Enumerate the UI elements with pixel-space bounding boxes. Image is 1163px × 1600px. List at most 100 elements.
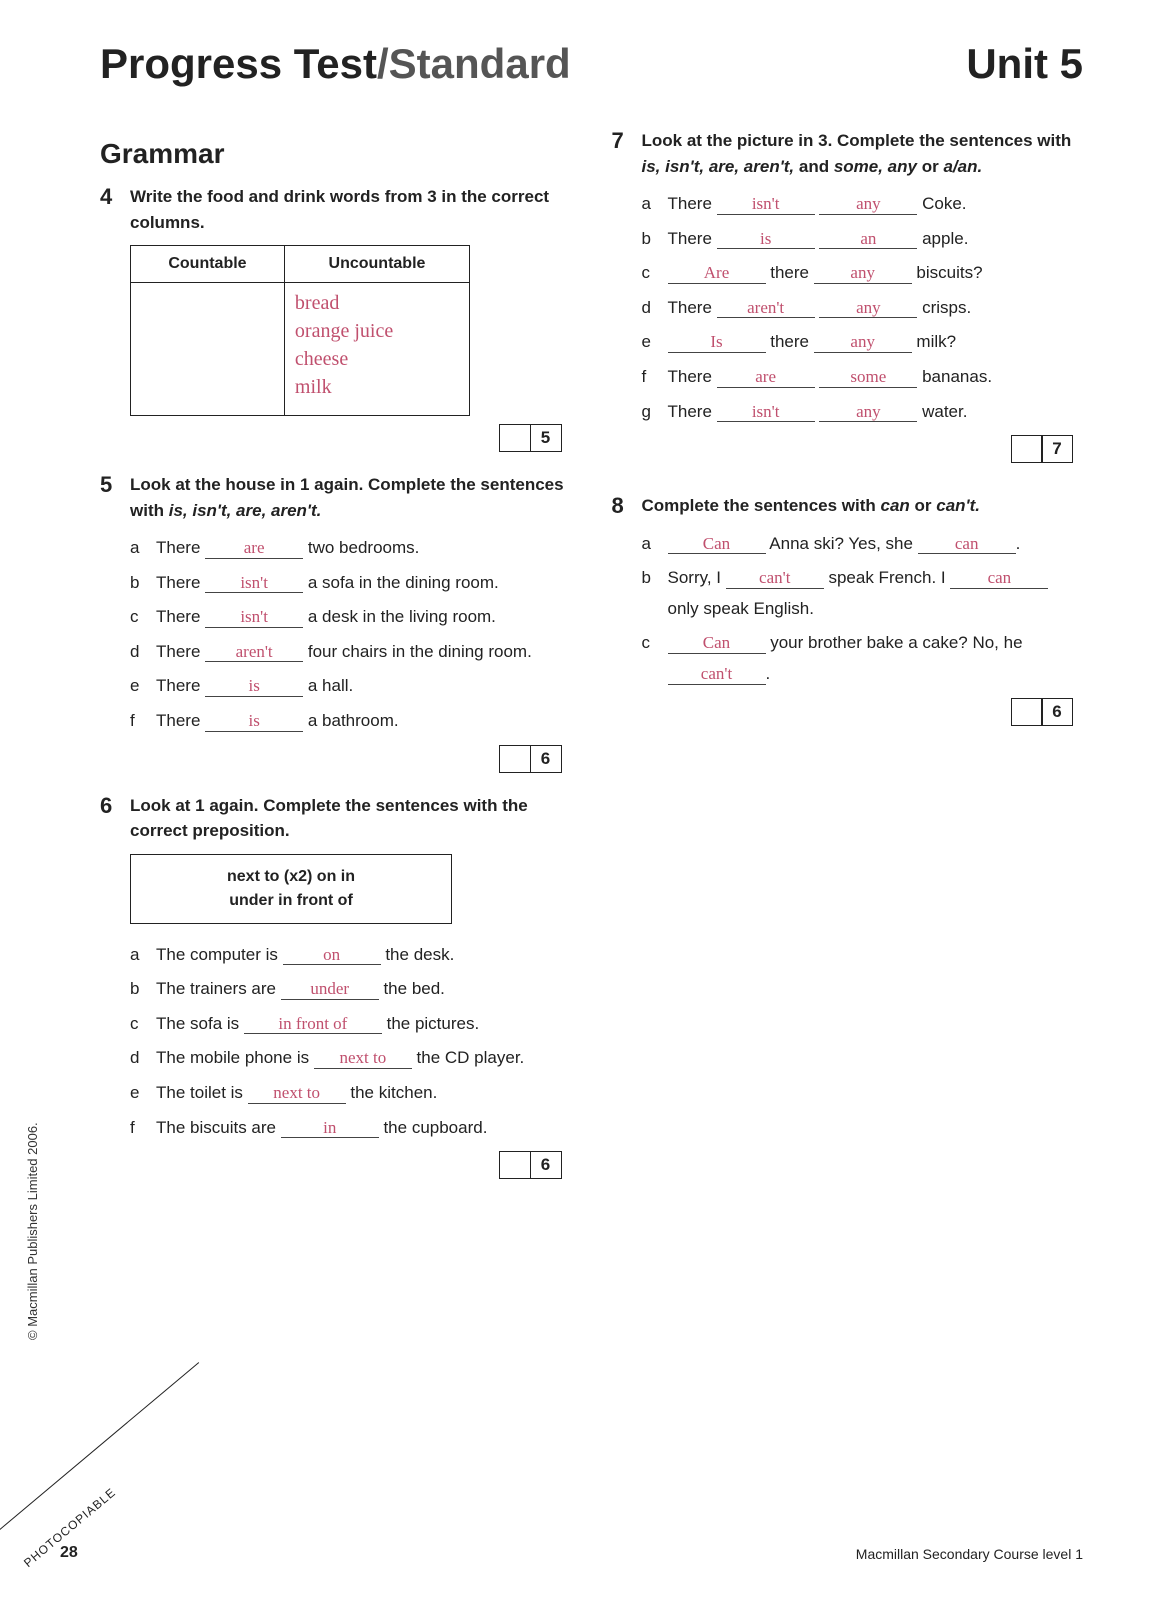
q5f-ans: is: [205, 712, 303, 732]
q7f-a1: are: [717, 368, 815, 388]
q8b-p2: only speak English.: [668, 599, 814, 618]
q6b-ans: under: [281, 980, 379, 1000]
q7-item-c: cAre there any biscuits?: [642, 258, 1084, 289]
q8-item-a: aCan Anna ski? Yes, she can.: [642, 529, 1084, 560]
q4-ans-3: cheese: [295, 348, 348, 370]
q7-item-b: bThere is an apple.: [642, 224, 1084, 255]
q6a-ans: on: [283, 946, 381, 966]
q8a-p1: Anna ski? Yes, she: [766, 534, 918, 553]
q6b-p1: The trainers are: [156, 979, 281, 998]
score-blank: [1011, 435, 1043, 463]
score-blank: [1011, 698, 1043, 726]
q4-ans-2: orange juice: [295, 320, 393, 342]
q4-col1-header: Countable: [131, 246, 285, 283]
q5-item-d: dThere aren't four chairs in the dining …: [130, 637, 572, 668]
q6c-ans: in front of: [244, 1015, 382, 1035]
q5-item-c: cThere isn't a desk in the living room.: [130, 602, 572, 633]
q6-instruction: Look at 1 again. Complete the sentences …: [130, 793, 572, 844]
q8b-a1: can't: [726, 569, 824, 589]
q7g-p1: There: [668, 402, 717, 421]
q5b-post: a sofa in the dining room.: [303, 573, 499, 592]
q6-score: 6: [130, 1151, 562, 1179]
q8-score: 6: [642, 698, 1074, 726]
q5-number: 5: [100, 472, 130, 773]
q5-score: 6: [130, 745, 562, 773]
q5c-pre: There: [156, 607, 205, 626]
q4-cell-countable: [131, 283, 285, 416]
q7d-p1: There: [668, 298, 717, 317]
q5-item-b: bThere isn't a sofa in the dining room.: [130, 568, 572, 599]
q8-score-max: 6: [1041, 698, 1073, 726]
q7e-p2: milk?: [912, 332, 956, 351]
q5-instruction: Look at the house in 1 again. Complete t…: [130, 472, 572, 523]
q8c-p1: your brother bake a cake? No, he: [766, 633, 1023, 652]
q7g-a1: isn't: [717, 403, 815, 423]
q7-instr-a: Look at the picture in 3. Complete the s…: [642, 131, 1072, 150]
score-blank: [499, 424, 531, 452]
footer-course: Macmillan Secondary Course level 1: [856, 1546, 1083, 1562]
q4-ans-1: bread: [295, 292, 339, 314]
q7-number: 7: [612, 128, 642, 463]
q7c-a2: any: [814, 264, 912, 284]
q6-item-d: dThe mobile phone is next to the CD play…: [130, 1043, 572, 1074]
q5-item-a: aThere are two bedrooms.: [130, 533, 572, 564]
q8-instr-d: can't.: [936, 496, 980, 515]
question-6: 6 Look at 1 again. Complete the sentence…: [100, 793, 572, 1180]
q4-number: 4: [100, 184, 130, 452]
q7-instruction: Look at the picture in 3. Complete the s…: [642, 128, 1084, 179]
q6-score-max: 6: [530, 1151, 562, 1179]
content-columns: Grammar 4 Write the food and drink words…: [100, 128, 1083, 1199]
q4-ans-4: milk: [295, 376, 332, 398]
q5-item-f: fThere is a bathroom.: [130, 706, 572, 737]
q6c-p1: The sofa is: [156, 1014, 244, 1033]
q4-cell-uncountable: bread orange juice cheese milk: [284, 283, 469, 416]
q8-item-b: bSorry, I can't speak French. I can only…: [642, 563, 1084, 624]
q8-instr-c: or: [910, 496, 936, 515]
q8a-p2: .: [1016, 534, 1021, 553]
title-main: Progress Test: [100, 40, 377, 87]
left-column: Grammar 4 Write the food and drink words…: [100, 128, 572, 1199]
q6-box-l2: under in front of: [141, 889, 441, 913]
q7a-a1: isn't: [717, 195, 815, 215]
q6a-p2: the desk.: [381, 945, 455, 964]
q7-instr-e: or: [917, 157, 943, 176]
q6e-p2: the kitchen.: [346, 1083, 438, 1102]
q8b-p0: Sorry, I: [668, 568, 726, 587]
q5a-ans: are: [205, 539, 303, 559]
q8b-a2: can: [950, 569, 1048, 589]
q7e-a2: any: [814, 333, 912, 353]
q5-instr-b: is, isn't, are, aren't.: [169, 501, 322, 520]
q5-score-max: 6: [530, 745, 562, 773]
q7e-mid: there: [766, 332, 814, 351]
q7b-p2: apple.: [917, 229, 968, 248]
q6f-p1: The biscuits are: [156, 1118, 281, 1137]
q4-score: 5: [130, 424, 562, 452]
q7f-p1: There: [668, 367, 717, 386]
q7b-a1: is: [717, 230, 815, 250]
q7a-p2: Coke.: [917, 194, 966, 213]
question-7: 7 Look at the picture in 3. Complete the…: [612, 128, 1084, 463]
q7e-a1: Is: [668, 333, 766, 353]
q7c-p2: biscuits?: [912, 263, 983, 282]
q7d-a2: any: [819, 299, 917, 319]
q8-number: 8: [612, 493, 642, 725]
q4-score-max: 5: [530, 424, 562, 452]
question-5: 5 Look at the house in 1 again. Complete…: [100, 472, 572, 773]
q7-instr-f: a/an.: [943, 157, 982, 176]
q6-box-l1: next to (x2) on in: [141, 865, 441, 889]
q8-instruction: Complete the sentences with can or can't…: [642, 493, 1084, 519]
q8c-p2: .: [766, 664, 771, 683]
q4-instruction: Write the food and drink words from 3 in…: [130, 184, 572, 235]
page-title: Progress Test/Standard: [100, 40, 571, 88]
q5c-post: a desk in the living room.: [303, 607, 496, 626]
q4-col2-header: Uncountable: [284, 246, 469, 283]
q7a-p1: There: [668, 194, 717, 213]
q6-item-e: eThe toilet is next to the kitchen.: [130, 1078, 572, 1109]
q6-item-a: aThe computer is on the desk.: [130, 940, 572, 971]
q5e-ans: is: [205, 677, 303, 697]
q6d-p2: the CD player.: [412, 1048, 524, 1067]
q6e-p1: The toilet is: [156, 1083, 248, 1102]
q7-score: 7: [642, 435, 1074, 463]
q6e-ans: next to: [248, 1084, 346, 1104]
q7a-a2: any: [819, 195, 917, 215]
